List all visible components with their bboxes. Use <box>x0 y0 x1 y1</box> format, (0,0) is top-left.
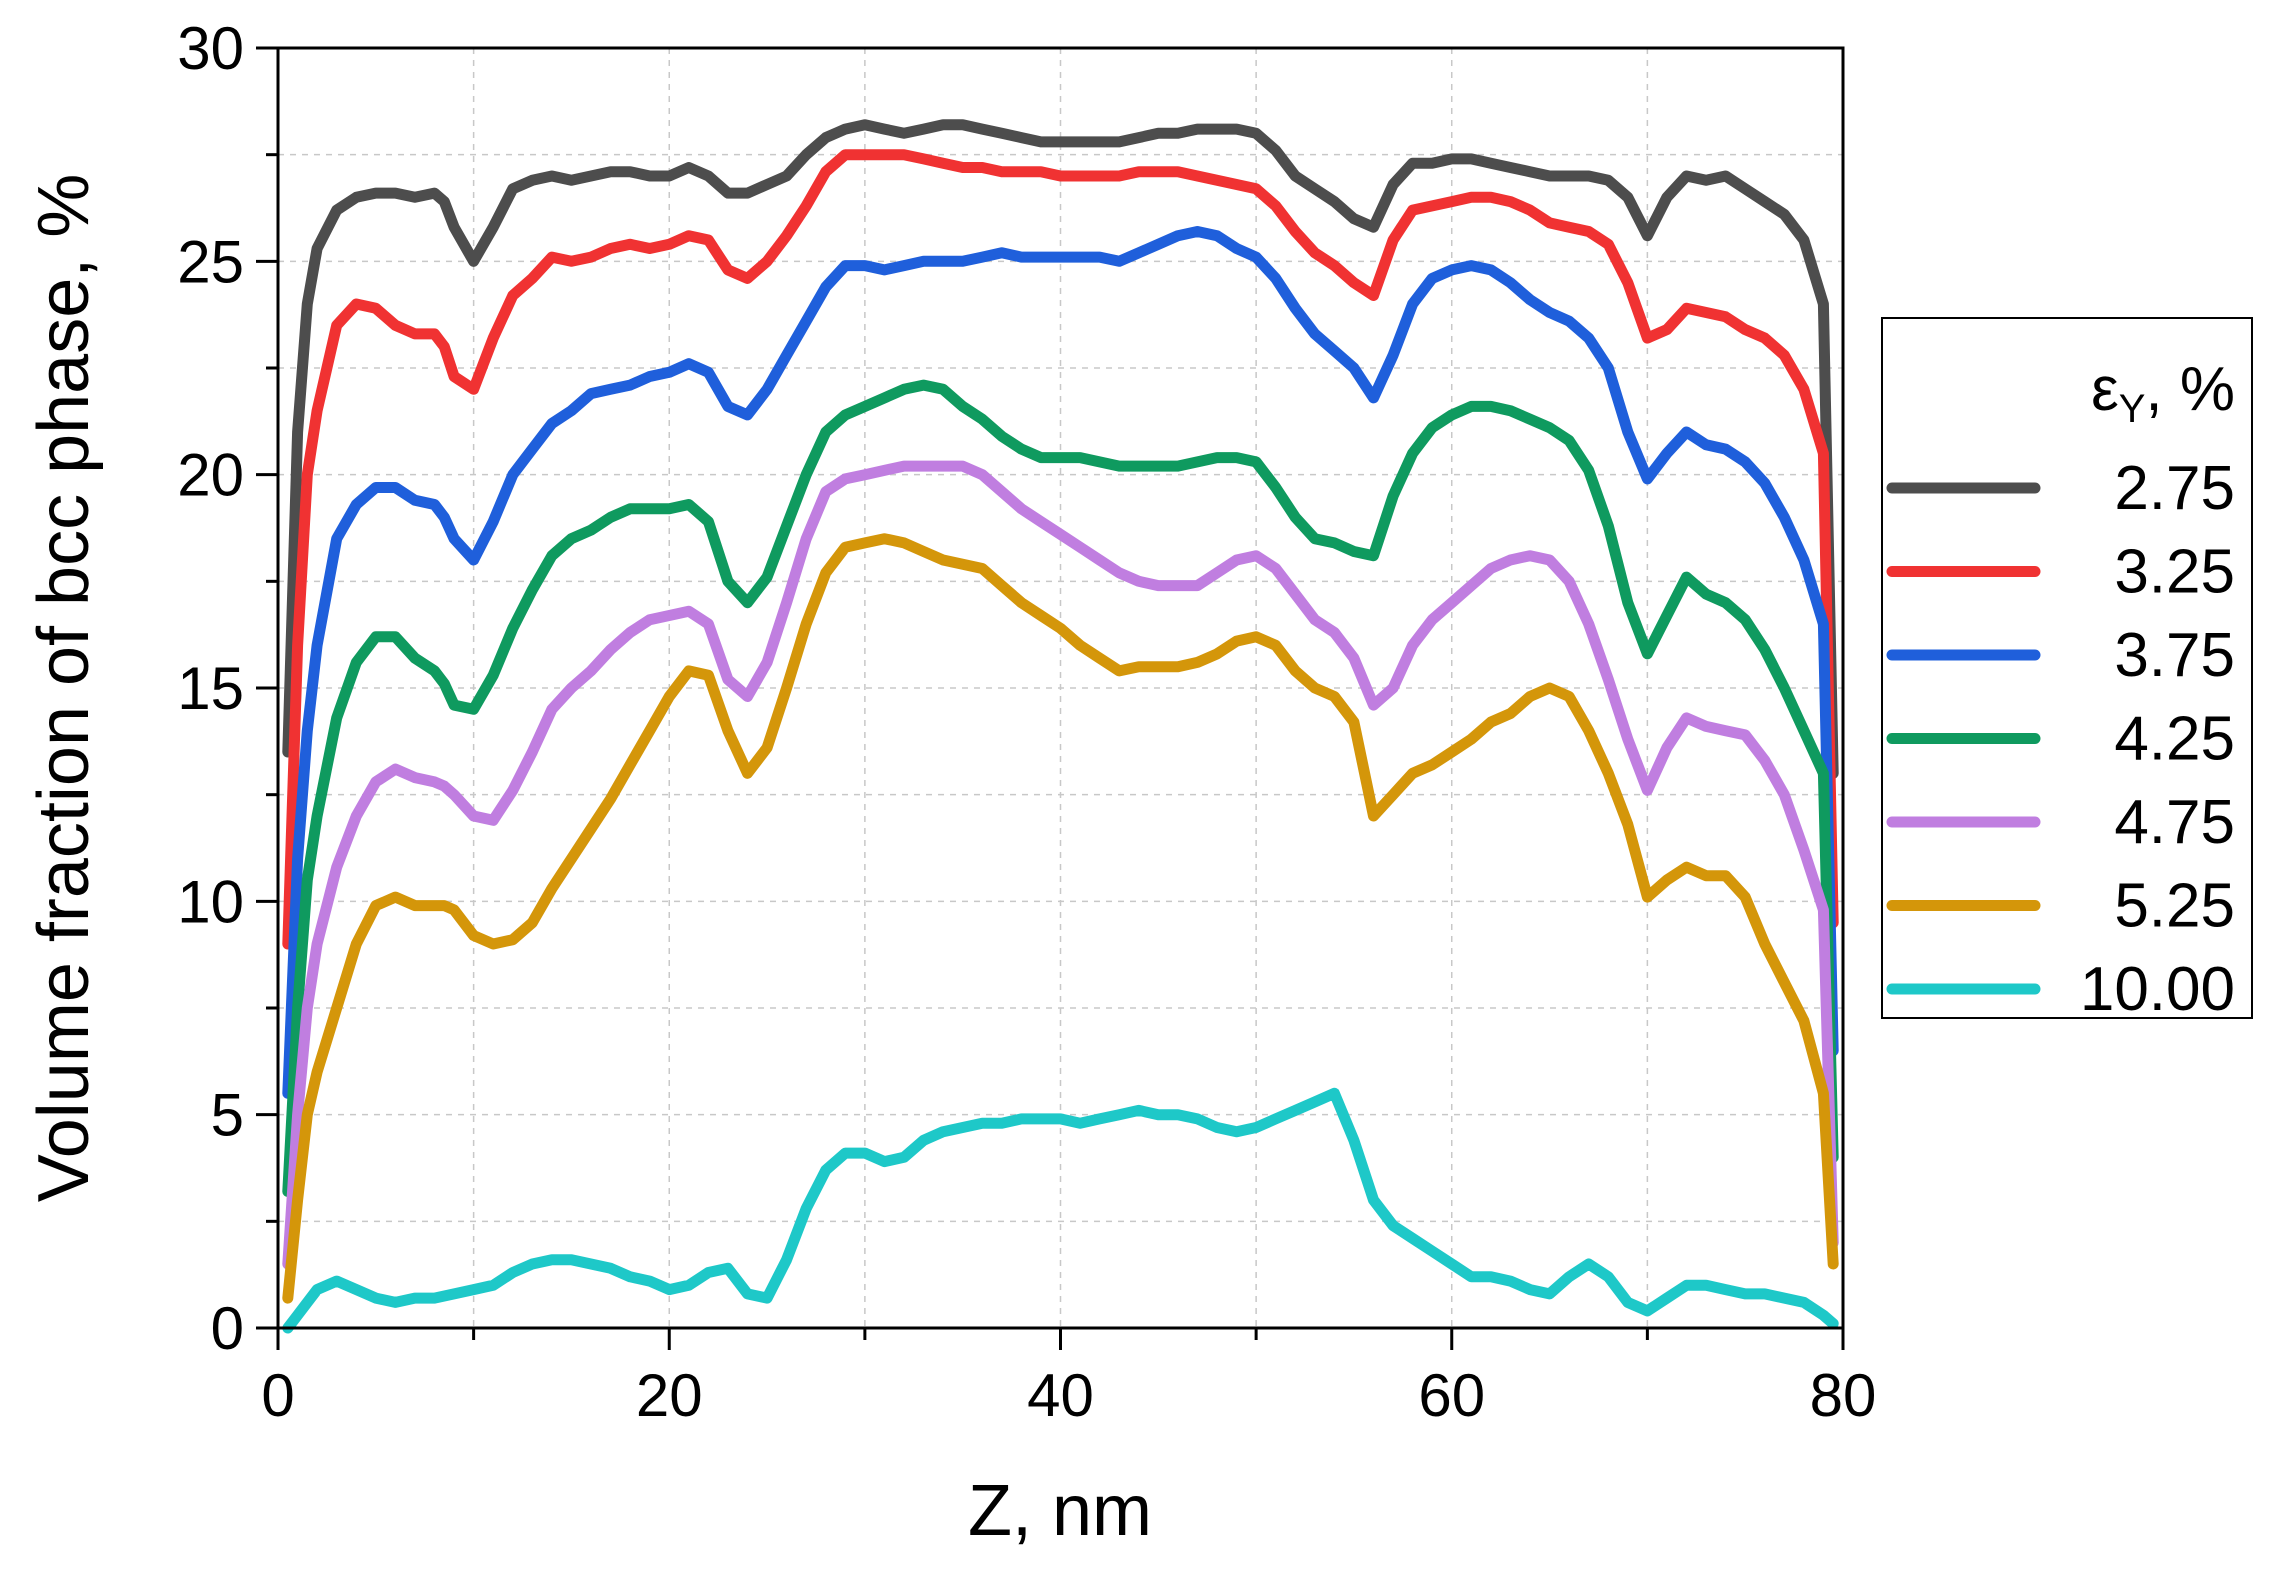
series-line-4-25 <box>282 379 1839 1197</box>
legend-label: 2.75 <box>2114 454 2235 523</box>
axis-ticks <box>256 46 1845 1350</box>
legend-title: εY, % <box>2091 355 2235 431</box>
y-tick-label: 15 <box>177 655 244 722</box>
y-tick-label: 30 <box>177 15 244 82</box>
legend-title-symbol: ε <box>2091 355 2119 424</box>
legend-entries: 2.75 3.25 3.75 4.25 4.75 5.25 10.00 <box>1886 454 2235 1024</box>
series-line-3-75 <box>282 226 1839 1099</box>
x-tick-label: 80 <box>1810 1362 1877 1429</box>
legend-label: 5.25 <box>2114 872 2235 941</box>
y-axis-title: Volume fraction of bcc phase, % <box>24 174 104 1203</box>
y-tick-label: 25 <box>177 228 244 295</box>
series-line-4-75 <box>282 460 1839 1270</box>
series-line-10-00 <box>282 1087 1839 1334</box>
legend-label: 10.00 <box>2080 955 2235 1024</box>
legend-label: 4.25 <box>2114 705 2235 774</box>
x-axis-title: Z, nm <box>968 1471 1152 1551</box>
series-line-2-75 <box>282 119 1839 779</box>
axis-tick-labels: 0 20 40 60 80 0 5 10 15 20 25 30 <box>177 15 1876 1429</box>
x-tick-label: 20 <box>636 1362 703 1429</box>
x-tick-label: 40 <box>1027 1362 1094 1429</box>
series-group <box>282 119 1839 1334</box>
x-tick-label: 60 <box>1418 1362 1485 1429</box>
legend-title-subscript: Y <box>2119 387 2146 431</box>
y-tick-label: 0 <box>211 1295 244 1362</box>
legend: εY, % 2.75 3.25 3.75 4.25 4.75 5.25 10.00 <box>1881 317 2253 1024</box>
x-tick-label: 0 <box>261 1362 294 1429</box>
legend-label: 3.25 <box>2114 538 2235 607</box>
legend-label: 3.75 <box>2114 621 2235 690</box>
legend-label: 4.75 <box>2114 788 2235 857</box>
y-tick-label: 20 <box>177 442 244 509</box>
series-line-3-25 <box>282 149 1839 950</box>
legend-title-suffix: , % <box>2145 355 2235 424</box>
y-tick-label: 10 <box>177 868 244 935</box>
y-tick-label: 5 <box>211 1082 244 1149</box>
series-line-5-25 <box>282 533 1839 1304</box>
